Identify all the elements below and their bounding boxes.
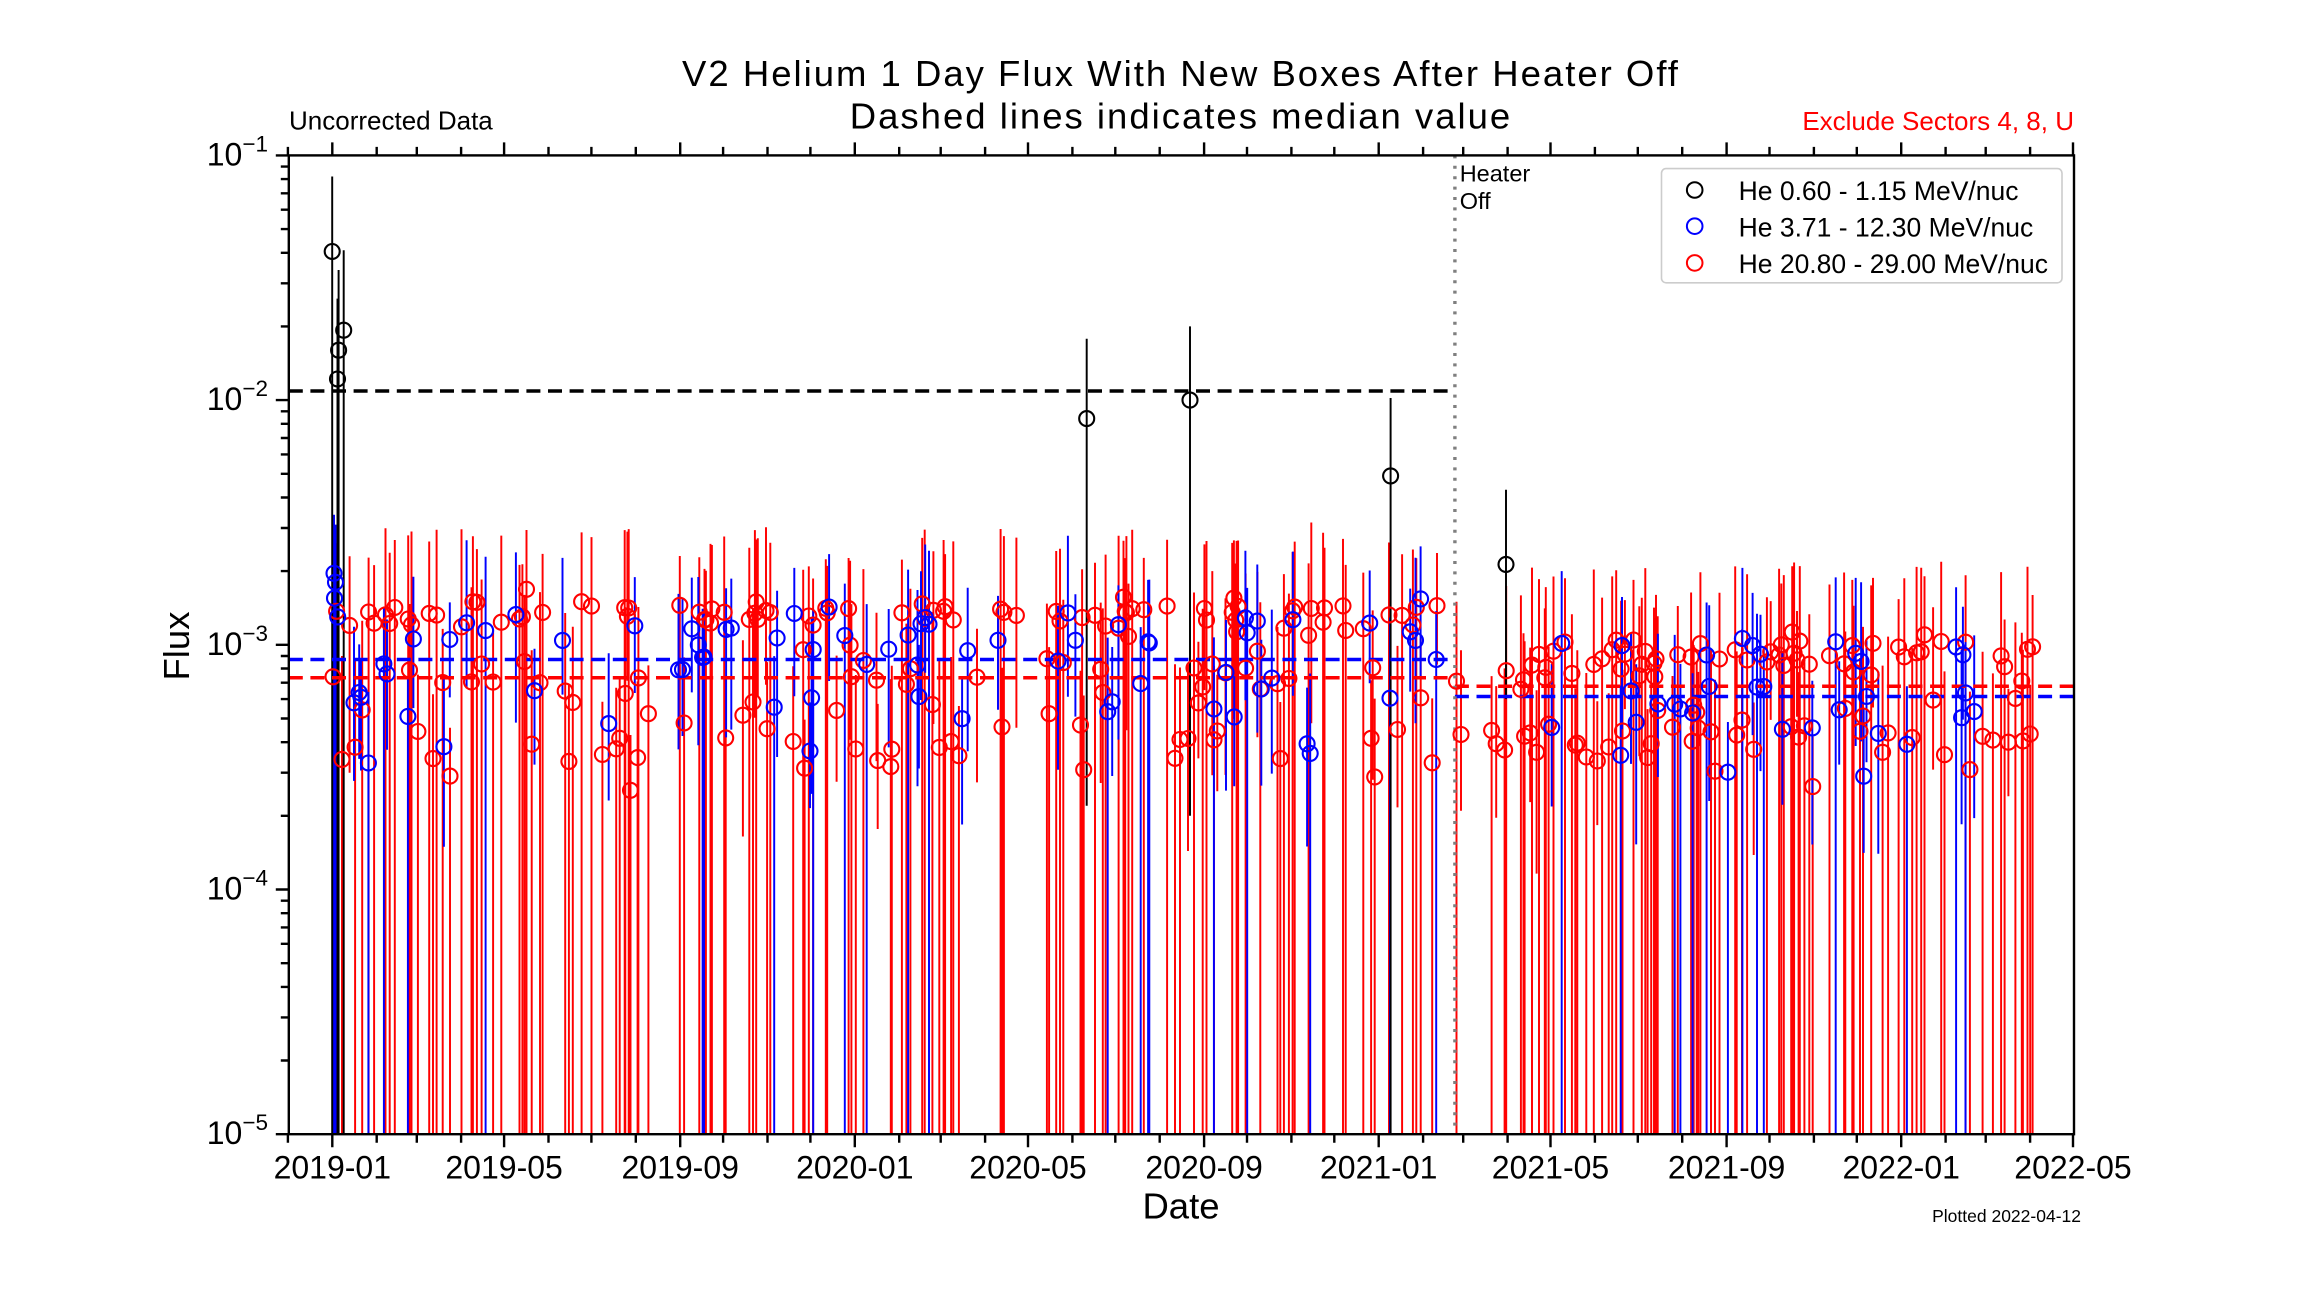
svg-text:Heater: Heater bbox=[1460, 161, 1531, 187]
svg-text:2020-05: 2020-05 bbox=[969, 1150, 1086, 1186]
svg-text:He 20.80 - 29.00 MeV/nuc: He 20.80 - 29.00 MeV/nuc bbox=[1739, 249, 2048, 279]
svg-text:2022-05: 2022-05 bbox=[2014, 1150, 2131, 1186]
svg-text:2021-09: 2021-09 bbox=[1668, 1150, 1785, 1186]
svg-text:Flux: Flux bbox=[156, 612, 197, 681]
svg-text:2022-01: 2022-01 bbox=[1842, 1150, 1959, 1186]
svg-text:Dashed lines indicates median: Dashed lines indicates median value bbox=[850, 96, 1512, 137]
svg-text:2019-05: 2019-05 bbox=[445, 1150, 562, 1186]
svg-text:Off: Off bbox=[1460, 188, 1491, 214]
svg-text:Plotted 2022-04-12: Plotted 2022-04-12 bbox=[1932, 1206, 2081, 1226]
svg-text:Date: Date bbox=[1142, 1186, 1219, 1227]
svg-text:2021-05: 2021-05 bbox=[1492, 1150, 1609, 1186]
svg-text:2019-01: 2019-01 bbox=[274, 1150, 391, 1186]
svg-text:Exclude Sectors 4, 8, U: Exclude Sectors 4, 8, U bbox=[1802, 106, 2074, 136]
svg-text:2019-09: 2019-09 bbox=[621, 1150, 738, 1186]
svg-text:2021-01: 2021-01 bbox=[1320, 1150, 1437, 1186]
svg-text:2020-01: 2020-01 bbox=[796, 1150, 913, 1186]
svg-text:He 3.71 - 12.30 MeV/nuc: He 3.71 - 12.30 MeV/nuc bbox=[1739, 212, 2034, 242]
svg-text:Uncorrected Data: Uncorrected Data bbox=[289, 106, 493, 136]
svg-text:10−5: 10−5 bbox=[207, 1110, 268, 1151]
svg-text:He 0.60 - 1.15 MeV/nuc: He 0.60 - 1.15 MeV/nuc bbox=[1739, 176, 2019, 206]
svg-text:2020-09: 2020-09 bbox=[1145, 1150, 1262, 1186]
svg-text:V2 Helium 1 Day Flux With New: V2 Helium 1 Day Flux With New Boxes Afte… bbox=[682, 53, 1680, 94]
